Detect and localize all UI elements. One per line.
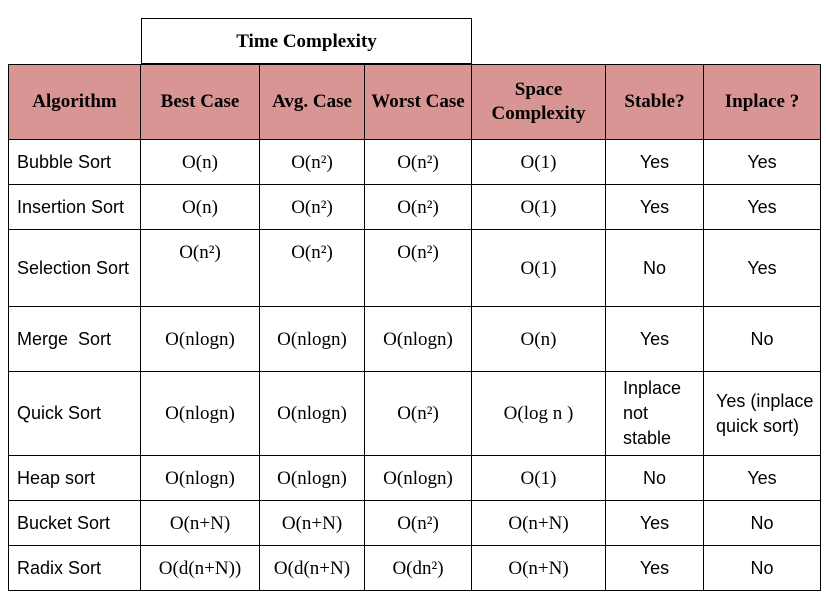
row-best-case: O(nlogn): [141, 307, 260, 372]
row-space-complexity: O(1): [472, 140, 606, 185]
row-inplace: Yes: [704, 185, 821, 230]
row-stable: Yes: [606, 501, 704, 546]
row-stable: No: [606, 230, 704, 307]
row-avg-case: O(n+N): [260, 501, 365, 546]
header-worst-case: Worst Case: [365, 64, 472, 140]
row-best-case: O(n): [141, 140, 260, 185]
row-avg-case: O(n²): [260, 185, 365, 230]
header-best-case: Best Case: [141, 64, 260, 140]
row-inplace: No: [704, 501, 821, 546]
row-worst-case: O(nlogn): [365, 307, 472, 372]
row-inplace: Yes: [704, 140, 821, 185]
row-stable: Yes: [606, 307, 704, 372]
row-stable: Yes: [606, 546, 704, 591]
row-stable: Inplace not stable: [606, 372, 704, 456]
row-best-case: O(n²): [141, 230, 260, 307]
row-inplace: No: [704, 307, 821, 372]
header-inplace: Inplace ?: [704, 64, 821, 140]
row-worst-case: O(dn²): [365, 546, 472, 591]
header-algorithm: Algorithm: [8, 64, 141, 140]
row-algorithm: Merge Sort: [8, 307, 141, 372]
row-inplace: Yes: [704, 456, 821, 501]
row-space-complexity: O(1): [472, 185, 606, 230]
row-space-complexity: O(1): [472, 230, 606, 307]
row-avg-case: O(n²): [260, 140, 365, 185]
row-best-case: O(nlogn): [141, 372, 260, 456]
row-worst-case: O(n²): [365, 501, 472, 546]
row-avg-case: O(nlogn): [260, 307, 365, 372]
row-space-complexity: O(log n ): [472, 372, 606, 456]
row-best-case: O(d(n+N)): [141, 546, 260, 591]
row-space-complexity: O(n+N): [472, 501, 606, 546]
row-worst-case: O(n²): [365, 230, 472, 307]
row-algorithm: Bubble Sort: [8, 140, 141, 185]
row-worst-case: O(n²): [365, 185, 472, 230]
row-algorithm: Selection Sort: [8, 230, 141, 307]
row-avg-case: O(nlogn): [260, 372, 365, 456]
row-space-complexity: O(1): [472, 456, 606, 501]
row-algorithm: Quick Sort: [8, 372, 141, 456]
row-algorithm: Bucket Sort: [8, 501, 141, 546]
time-complexity-group-header: Time Complexity: [141, 18, 472, 64]
row-worst-case: O(n²): [365, 140, 472, 185]
row-space-complexity: O(n+N): [472, 546, 606, 591]
row-avg-case: O(nlogn): [260, 456, 365, 501]
row-inplace: Yes (inplace quick sort): [704, 372, 821, 456]
row-algorithm: Radix Sort: [8, 546, 141, 591]
row-inplace: No: [704, 546, 821, 591]
row-stable: Yes: [606, 185, 704, 230]
row-avg-case: O(d(n+N): [260, 546, 365, 591]
row-worst-case: O(nlogn): [365, 456, 472, 501]
row-space-complexity: O(n): [472, 307, 606, 372]
row-inplace: Yes: [704, 230, 821, 307]
row-best-case: O(n): [141, 185, 260, 230]
row-stable: Yes: [606, 140, 704, 185]
header-avg-case: Avg. Case: [260, 64, 365, 140]
row-avg-case: O(n²): [260, 230, 365, 307]
row-best-case: O(n+N): [141, 501, 260, 546]
header-stable: Stable?: [606, 64, 704, 140]
row-algorithm: Heap sort: [8, 456, 141, 501]
header-space-complexity: Space Complexity: [472, 64, 606, 140]
row-worst-case: O(n²): [365, 372, 472, 456]
row-algorithm: Insertion Sort: [8, 185, 141, 230]
row-best-case: O(nlogn): [141, 456, 260, 501]
row-stable: No: [606, 456, 704, 501]
